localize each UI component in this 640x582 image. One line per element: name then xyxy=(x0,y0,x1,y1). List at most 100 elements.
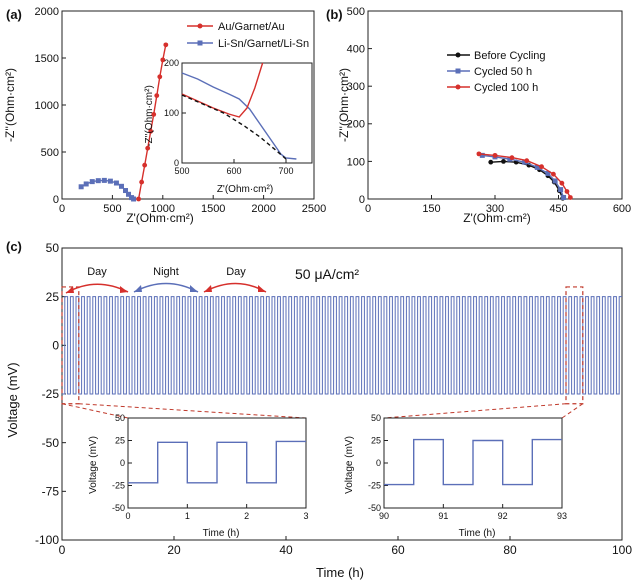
panel-c-inset1-ytick-label: -25 xyxy=(112,481,125,491)
panel-a-inset-series-2-line xyxy=(181,94,287,160)
panel-a-xtick-label: 500 xyxy=(103,203,121,215)
panel-a-series-1-point xyxy=(95,178,101,184)
panel-a-legend: Au/Garnet/Au Li-Sn/Garnet/Li-Sn xyxy=(187,21,309,50)
panel-a-inset-axes: 500 600 700 0 100 200 xyxy=(164,58,313,176)
arrow-label-day-2: Day xyxy=(226,266,246,278)
panel-c-voltage-trace xyxy=(62,296,622,395)
panel-a-series-1-point xyxy=(101,177,107,183)
panel-b-series-2-point xyxy=(476,151,482,157)
panel-c-inset2-ytick-label: -50 xyxy=(368,503,381,513)
panel-c-ytick-label: 25 xyxy=(46,290,60,304)
panel-b-legend: Before Cycling Cycled 50 h Cycled 100 h xyxy=(447,50,546,94)
panel-c-inset2-xtick-label: 92 xyxy=(498,511,508,521)
panel-a-inset-ytick-label: 0 xyxy=(174,158,179,168)
panel-c-inset2-xtick-label: 91 xyxy=(438,511,448,521)
panel-c-inset2-ytick-label: 50 xyxy=(371,413,381,423)
panel-a: (a) Z'(Ohm·cm²) -Z''(Ohm·cm²) Au/Garnet/… xyxy=(3,7,309,225)
panel-c-xtick-label: 40 xyxy=(279,543,293,557)
panel-c-label: (c) xyxy=(6,239,22,254)
panel-a-xtick-label: 1000 xyxy=(151,203,175,215)
panel-c-xtick-label: 60 xyxy=(391,543,405,557)
panel-a-series-1-point xyxy=(107,178,113,184)
panel-a-series-1-point xyxy=(123,188,129,194)
panel-a-series-1-point xyxy=(113,180,119,186)
panel-c-inset2-xtick-label: 93 xyxy=(557,511,567,521)
panel-a-xtick-label: 2000 xyxy=(251,203,275,215)
panel-c-inset1-ylabel: Voltage (mV) xyxy=(88,436,99,494)
arrow-head-day-2a xyxy=(204,285,212,292)
panel-a-series-0-point xyxy=(151,112,157,117)
day-night-arrows: Day Night Day xyxy=(65,266,267,294)
panel-a-inset-ytick-label: 100 xyxy=(164,108,179,118)
panel-c-leader-2a xyxy=(383,403,567,419)
panel-b-ytick-label: 300 xyxy=(347,81,365,93)
panel-b: (b) Z'(Ohm·cm²) -Z''(Ohm·cm²) Before Cyc… xyxy=(326,7,546,225)
arrow-night xyxy=(133,282,199,293)
panel-a-inset: -Z''(Ohm·cm²) Z'(Ohm·cm²) xyxy=(144,85,273,195)
panel-b-series-1-point xyxy=(552,178,558,184)
panel-a-inset-xtick-label: 700 xyxy=(278,166,293,176)
panel-b-xtick-label: 600 xyxy=(613,203,631,215)
panel-c-inset1-axes: 0 1 2 3 -50 -25 0 25 50 xyxy=(112,413,309,521)
panel-a-inset-xtick-label: 500 xyxy=(174,166,189,176)
panel-c-inset1-ytick-label: -50 xyxy=(112,503,125,513)
panel-c-inset2-axes: 90 91 92 93 -50 -25 0 25 50 xyxy=(368,413,567,521)
panel-a-series-0-point xyxy=(163,42,169,48)
panel-b-series-2-point xyxy=(559,180,565,186)
arrow-head-day-2b xyxy=(258,285,266,292)
panel-a-xtick-label: 1500 xyxy=(201,203,225,215)
panel-a-series-1-point xyxy=(131,196,137,202)
panel-a-series-1-point xyxy=(83,181,89,187)
panel-c: (c) Time (h) Voltage (mV) 50 μA/cm² Day … xyxy=(5,239,495,580)
panel-c-inset1-xtick-label: 2 xyxy=(244,511,249,521)
panel-c-xtick-label: 100 xyxy=(612,543,632,557)
arrow-head-night-b xyxy=(190,285,198,292)
panel-b-xlabel: Z'(Ohm·cm²) xyxy=(463,211,531,225)
panel-b-series-2-point xyxy=(492,152,498,158)
panel-a-series-1-point xyxy=(89,179,95,185)
panel-c-ylabel: Voltage (mV) xyxy=(5,362,20,437)
legend-marker-50h xyxy=(455,68,461,74)
panel-b-xtick-label: 450 xyxy=(549,203,567,215)
panel-c-inset1-xtick-label: 3 xyxy=(303,511,308,521)
panel-a-inset-background xyxy=(182,63,312,163)
panel-a-series-0-point xyxy=(145,145,151,151)
panel-a-ytick-label: 500 xyxy=(41,147,59,159)
panel-a-ylabel: -Z''(Ohm·cm²) xyxy=(3,68,17,142)
panel-c-xlabel: Time (h) xyxy=(316,565,364,580)
panel-c-ytick-label: -25 xyxy=(42,387,60,401)
arrow-day-1 xyxy=(65,283,129,294)
panel-c-inset2-ylabel: Voltage (mV) xyxy=(344,436,355,494)
legend-label-au: Au/Garnet/Au xyxy=(218,21,285,33)
panel-b-series-0-point xyxy=(488,159,494,165)
panel-b-series-2-point xyxy=(564,189,570,194)
panel-b-series-1-point xyxy=(534,164,540,170)
panel-a-series-0-point xyxy=(142,162,148,168)
panel-a-series-1-point xyxy=(78,184,84,190)
panel-b-ylabel: -Z''(Ohm·cm²) xyxy=(337,68,351,142)
legend-label-100h: Cycled 100 h xyxy=(474,82,538,94)
panel-c-inset2-ytick-label: 0 xyxy=(376,458,381,468)
panel-c-xtick-label: 20 xyxy=(167,543,181,557)
panel-c-xtick-label: 80 xyxy=(503,543,517,557)
panel-a-xtick-label: 2500 xyxy=(302,203,326,215)
panel-c-inset1-ytick-label: 0 xyxy=(120,458,125,468)
panel-c-ytick-label: -100 xyxy=(35,533,59,547)
panel-b-series-1-point xyxy=(561,194,567,200)
panel-c-leader-1a xyxy=(61,403,129,419)
panel-c-zoom-box-right xyxy=(565,286,584,405)
panel-c-inset2-xlabel: Time (h) xyxy=(459,528,496,539)
legend-label-50h: Cycled 50 h xyxy=(474,66,532,78)
panel-a-xtick-label: 0 xyxy=(59,203,65,215)
panel-a-series-1-point xyxy=(118,183,124,189)
legend-marker-au xyxy=(197,23,203,29)
arrow-day-2 xyxy=(203,282,267,293)
panel-a-series-0-point xyxy=(148,128,154,134)
panel-b-ytick-label: 500 xyxy=(347,6,365,18)
panel-b-xtick-label: 300 xyxy=(486,203,504,215)
panel-b-ytick-label: 200 xyxy=(347,119,365,131)
panel-b-xtick-label: 0 xyxy=(365,203,371,215)
panel-c-inset1-ytick-label: 25 xyxy=(115,436,125,446)
